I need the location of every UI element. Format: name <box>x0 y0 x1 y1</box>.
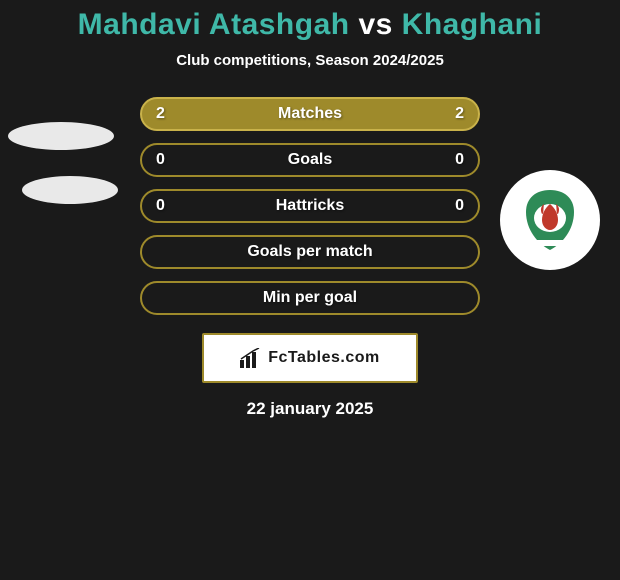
stat-label: Hattricks <box>276 197 344 215</box>
page-title: Mahdavi Atashgah vs Khaghani <box>0 8 620 42</box>
bar-chart-icon <box>240 348 262 368</box>
stat-right-value: 0 <box>455 151 464 169</box>
right-team-badge <box>500 170 600 270</box>
stat-left-value: 0 <box>156 197 165 215</box>
date-text: 22 january 2025 <box>0 399 620 419</box>
stat-label: Goals per match <box>247 243 372 261</box>
stat-row-min-per-goal: Min per goal <box>140 281 480 315</box>
club-crest-icon <box>514 184 586 256</box>
stat-row-matches: 2 Matches 2 <box>140 97 480 131</box>
stat-label: Goals <box>288 151 332 169</box>
stat-row-goals-per-match: Goals per match <box>140 235 480 269</box>
stat-right-value: 2 <box>455 105 464 123</box>
left-team-badge-placeholder-1 <box>8 122 114 150</box>
stat-row-goals: 0 Goals 0 <box>140 143 480 177</box>
brand-footer-box: FcTables.com <box>202 333 418 383</box>
title-right-team: Khaghani <box>402 8 543 41</box>
title-left-team: Mahdavi Atashgah <box>78 8 350 41</box>
stat-label: Min per goal <box>263 289 357 307</box>
stat-row-hattricks: 0 Hattricks 0 <box>140 189 480 223</box>
stat-left-value: 2 <box>156 105 165 123</box>
subtitle: Club competitions, Season 2024/2025 <box>0 52 620 69</box>
left-team-badge-placeholder-2 <box>22 176 118 204</box>
stat-right-value: 0 <box>455 197 464 215</box>
stat-label: Matches <box>278 105 342 123</box>
stat-left-value: 0 <box>156 151 165 169</box>
title-vs: vs <box>358 8 392 41</box>
brand-name: FcTables.com <box>268 349 380 367</box>
